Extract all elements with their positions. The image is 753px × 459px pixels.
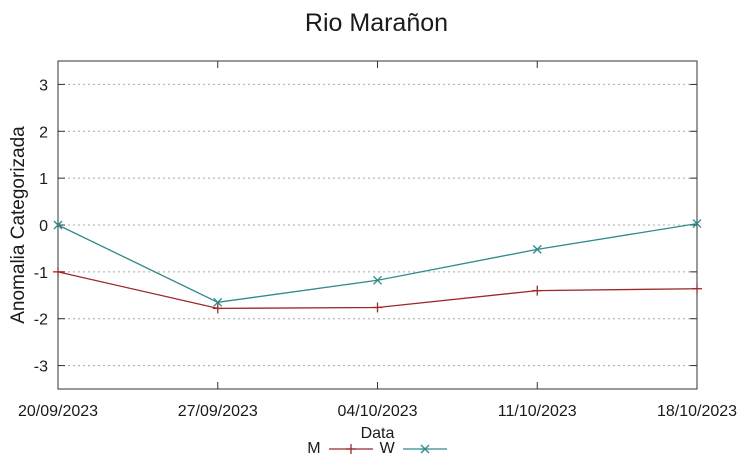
y-tick-label: 2	[39, 124, 48, 141]
y-tick-label: -3	[34, 359, 48, 376]
legend: M W	[0, 440, 753, 458]
legend-line-sample-m	[328, 444, 373, 454]
y-tick-label: -1	[34, 265, 48, 282]
legend-label-w: W	[379, 440, 395, 457]
chart-title: Rio Marañon	[304, 9, 449, 37]
legend-item: W	[380, 440, 448, 458]
x-axis-label: Data	[360, 425, 395, 442]
legend-item: M	[307, 440, 373, 458]
legend-sample-marker	[420, 444, 430, 454]
x-tick-label: 20/09/2023	[18, 403, 98, 420]
series-w-marker	[213, 297, 223, 307]
legend-label-m: M	[307, 440, 321, 457]
series-w-marker	[692, 219, 702, 229]
y-tick-label: 0	[39, 218, 48, 235]
series-w-line	[57, 222, 698, 303]
x-tick-label: 04/10/2023	[337, 403, 417, 420]
x-tick-label: 11/10/2023	[498, 403, 577, 420]
series-w-marker	[53, 220, 63, 230]
series-w-marker	[373, 275, 382, 285]
y-tick-label: 3	[39, 77, 48, 94]
x-tick-label: 18/10/2023	[657, 403, 737, 420]
series-w-marker	[532, 244, 542, 254]
y-tick-label: -2	[34, 312, 48, 329]
y-tick-label: 1	[39, 171, 48, 188]
legend-line-sample-w	[402, 444, 447, 454]
x-tick-label: 27/09/2023	[178, 403, 258, 420]
